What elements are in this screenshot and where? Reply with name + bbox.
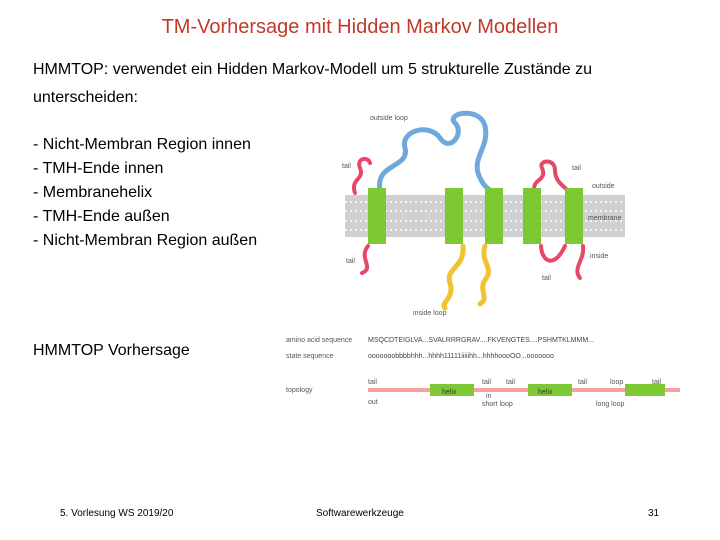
helix-bar <box>430 384 474 396</box>
membrane-topology-figure: outside loop tail tail outside membrane … <box>342 110 625 317</box>
label-tail: tail <box>482 379 491 386</box>
helix-bar <box>528 384 572 396</box>
label-tail: tail <box>578 379 587 386</box>
prediction-label: HMMTOP Vorhersage <box>33 342 190 359</box>
inside-tail-3 <box>575 244 586 280</box>
state-list: - Nicht-Membran Region innen - TMH-Ende … <box>33 133 257 253</box>
label-short-loop: short loop <box>482 401 513 408</box>
outside-tail-2 <box>532 159 572 195</box>
label-tail: tail <box>342 163 351 170</box>
label-helix: helix <box>538 389 553 396</box>
helix-bar <box>625 384 665 396</box>
label-membrane: membrane <box>588 215 622 222</box>
state-item: - Nicht-Membran Region außen <box>33 232 258 249</box>
intro-text: HMMTOP: verwendet ein Hidden Markov-Mode… <box>33 61 593 106</box>
helix <box>565 188 583 244</box>
label-state-sequence: state sequence <box>286 353 334 360</box>
label-tail: tail <box>346 258 355 265</box>
label-inside-loop: inside loop <box>413 310 447 317</box>
state-item: - Membranehelix <box>33 184 153 201</box>
label-outside-loop: outside loop <box>370 115 408 122</box>
label-long-loop: long loop <box>596 401 625 408</box>
helix <box>368 188 386 244</box>
page-number: 31 <box>648 508 660 519</box>
label-tail: tail <box>652 379 661 386</box>
state-item: - TMH-Ende innen <box>33 160 164 177</box>
label-tail: tail <box>506 379 515 386</box>
label-tail: tail <box>368 379 377 386</box>
footer-topic: Softwarewerkzeuge <box>316 508 404 519</box>
label-tail: tail <box>572 165 581 172</box>
label-out: out <box>368 399 378 406</box>
label-inside: inside <box>590 253 608 260</box>
outside-tail-1 <box>351 156 372 195</box>
state-item: - Nicht-Membran Region innen <box>33 136 251 153</box>
label-amino-acid-sequence: amino acid sequence <box>286 337 352 344</box>
inside-tail-2 <box>539 244 567 263</box>
helix <box>485 188 503 244</box>
label-outside: outside <box>592 183 615 190</box>
helix <box>523 188 541 244</box>
label-tail: tail <box>542 275 551 282</box>
inside-loop <box>441 243 491 311</box>
amino-acid-sequence: MSQCDTEIGLVA...SVALRRRGRAV....FKVENGTES.… <box>368 337 594 344</box>
state-item: - TMH-Ende außen <box>33 208 170 225</box>
state-sequence: ooooooobbbbhhh...hhhh11111iiiiihh...hhhh… <box>368 353 554 360</box>
outside-loop <box>377 110 493 193</box>
sequence-topology-figure: amino acid sequence MSQCDTEIGLVA...SVALR… <box>286 337 680 408</box>
helix <box>445 188 463 244</box>
label-loop: loop <box>610 379 623 386</box>
label-topology: topology <box>286 387 313 394</box>
label-in: in <box>486 393 492 400</box>
inside-tail-1 <box>360 244 370 275</box>
slide-title: TM-Vorhersage mit Hidden Markov Modellen <box>161 16 559 38</box>
label-helix: helix <box>442 389 457 396</box>
footer-course: 5. Vorlesung WS 2019/20 <box>60 508 174 519</box>
